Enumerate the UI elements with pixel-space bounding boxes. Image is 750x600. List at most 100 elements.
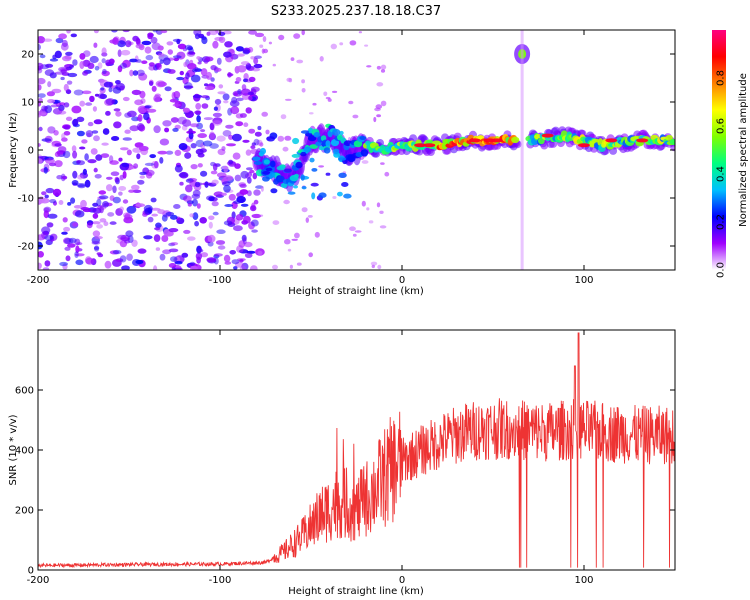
faint-speck: [368, 220, 374, 224]
noise-speck: [115, 258, 124, 263]
noise-speck: [84, 179, 91, 188]
figure-title: S233.2025.237.18.18.C37: [271, 4, 441, 19]
noise-speck: [115, 111, 122, 117]
noise-speck: [119, 255, 127, 263]
noise-speck: [132, 70, 139, 76]
noise-speck: [194, 67, 199, 72]
noise-speck: [143, 235, 153, 240]
faint-speck: [377, 264, 382, 270]
noise-speck: [143, 204, 153, 213]
ridge-blob: [341, 182, 349, 187]
noise-speck: [168, 242, 176, 247]
noise-speck: [71, 105, 82, 114]
faint-speck: [305, 217, 309, 223]
noise-speck: [196, 256, 202, 264]
faint-speck: [380, 100, 387, 107]
noise-speck: [235, 121, 244, 127]
noise-speck: [58, 66, 68, 72]
noise-speck: [117, 49, 122, 57]
noise-speck: [211, 201, 219, 207]
noise-speck: [131, 184, 140, 190]
noise-speck: [85, 102, 93, 106]
ridge-mark: [360, 149, 369, 157]
noise-speck: [103, 81, 113, 88]
faint-speck: [354, 230, 362, 233]
ridge-blob: [303, 146, 312, 153]
ridge-blob: [309, 157, 315, 163]
noise-speck: [110, 171, 120, 176]
noise-speck: [72, 150, 78, 159]
noise-speck: [97, 93, 106, 99]
noise-speck: [122, 199, 129, 204]
faint-speck: [261, 48, 265, 54]
noise-speck: [153, 125, 161, 134]
ridge-blob: [311, 192, 316, 200]
noise-speck: [162, 120, 172, 127]
noise-speck: [247, 96, 253, 101]
noise-speck: [81, 90, 92, 95]
noise-speck: [66, 80, 73, 85]
ridge-blob: [323, 147, 331, 154]
noise-speck: [143, 112, 150, 121]
noise-speck: [97, 62, 103, 69]
noise-speck: [70, 197, 76, 204]
noise-speck: [221, 192, 227, 196]
noise-speck: [196, 203, 201, 209]
noise-speck: [38, 36, 46, 44]
noise-speck: [228, 134, 234, 140]
noise-speck: [182, 119, 192, 127]
faint-speck: [289, 264, 293, 269]
noise-speck: [54, 50, 62, 59]
noise-speck: [240, 170, 249, 179]
ridge-blob: [333, 148, 340, 154]
faint-speck: [366, 65, 372, 68]
faint-speck: [361, 160, 369, 164]
noise-speck: [79, 53, 86, 60]
noise-speck: [81, 139, 88, 144]
noise-speck: [170, 242, 179, 246]
noise-speck: [44, 260, 51, 267]
faint-speck: [309, 112, 314, 115]
noise-speck: [67, 202, 72, 206]
noise-speck: [174, 164, 183, 173]
noise-speck: [235, 97, 244, 102]
noise-speck: [232, 152, 241, 160]
noise-speck: [86, 222, 93, 229]
noise-speck: [242, 237, 247, 245]
ridge-blob: [291, 153, 300, 158]
ridge-mark: [318, 146, 326, 151]
noise-speck: [173, 204, 181, 209]
x-tick-label: 0: [399, 275, 405, 286]
noise-speck: [43, 166, 48, 174]
noise-speck: [179, 181, 184, 186]
snr-x-axis-label: Height of straight line (km): [288, 586, 424, 597]
noise-speck: [54, 71, 65, 75]
noise-speck: [72, 59, 78, 66]
noise-speck: [92, 207, 102, 214]
noise-speck: [91, 130, 99, 134]
noise-speck: [241, 262, 249, 270]
ridge-blob: [283, 168, 292, 173]
noise-speck: [76, 160, 85, 166]
noise-speck: [189, 59, 194, 67]
faint-speck: [291, 238, 299, 241]
noise-speck: [252, 172, 258, 180]
noise-speck: [206, 31, 211, 36]
faint-speck: [293, 33, 301, 39]
noise-speck: [60, 76, 65, 81]
noise-speck: [38, 196, 45, 204]
ridge-blob: [266, 136, 275, 142]
noise-speck: [87, 62, 95, 69]
noise-speck: [90, 148, 98, 155]
noise-speck: [67, 72, 78, 78]
snr-frame: [37, 329, 676, 571]
noise-speck: [152, 30, 158, 33]
noise-speck: [224, 204, 234, 207]
noise-speck: [139, 171, 148, 176]
noise-speck: [149, 81, 154, 86]
noise-speck: [157, 209, 166, 215]
ridge-blob: [325, 140, 331, 148]
noise-speck: [59, 261, 68, 267]
noise-speck: [94, 236, 103, 240]
noise-speck: [251, 229, 258, 233]
